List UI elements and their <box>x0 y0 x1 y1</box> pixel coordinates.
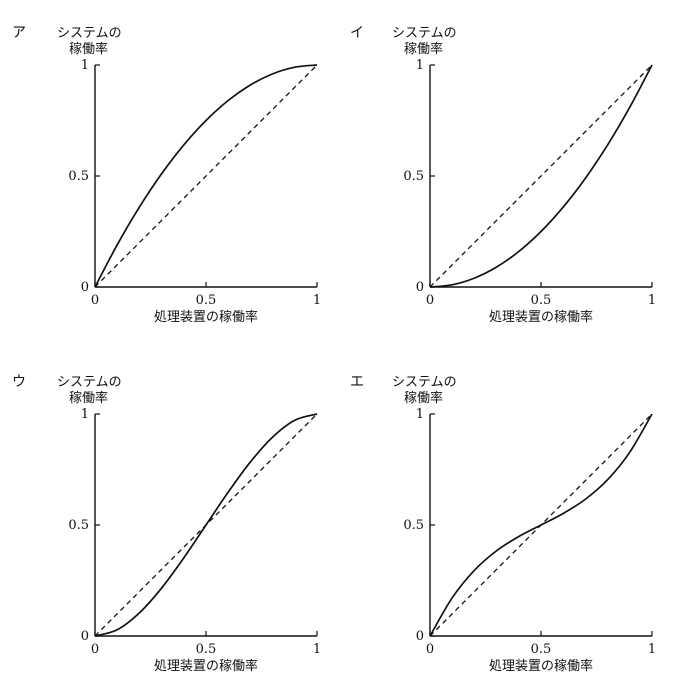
x-axis-label: 処理装置の稼働率 <box>489 309 593 325</box>
x-tick-label: 1 <box>648 293 656 308</box>
x-tick-label: 0 <box>426 293 434 308</box>
y-tick-label: 1 <box>81 58 89 73</box>
y-tick-label: 0.5 <box>68 518 89 533</box>
y-axis-label-line1: システムの <box>392 375 457 390</box>
panel-label: ア <box>12 25 26 41</box>
x-axis-label: 処理装置の稼働率 <box>489 658 593 674</box>
reference-diagonal-line <box>429 64 653 288</box>
y-axis-label-line1: システムの <box>57 26 122 41</box>
y-tick-label: 0.5 <box>68 169 89 184</box>
x-tick-label: 0.5 <box>196 293 217 308</box>
x-tick-label: 1 <box>313 293 321 308</box>
y-tick-label: 1 <box>81 407 89 422</box>
y-tick-label: 0.5 <box>403 169 424 184</box>
x-tick-label: 0.5 <box>531 293 552 308</box>
y-tick-label: 0 <box>81 629 89 644</box>
panel-label: ウ <box>12 374 26 390</box>
y-tick-label: 0.5 <box>403 518 424 533</box>
y-tick-label: 0 <box>416 280 424 295</box>
availability-curve <box>94 64 318 288</box>
y-axis-label-line2: 稼働率 <box>69 390 108 406</box>
y-tick-label: 0 <box>416 629 424 644</box>
y-tick-label: 1 <box>416 407 424 422</box>
reference-diagonal-line <box>429 413 653 637</box>
y-axis-label-line1: システムの <box>57 375 122 390</box>
y-axis-label-line2: 稼働率 <box>404 41 443 57</box>
y-axis-label-line1: システムの <box>392 26 457 41</box>
y-axis-label-line2: 稼働率 <box>69 41 108 57</box>
y-tick-label: 1 <box>416 58 424 73</box>
y-tick-label: 0 <box>81 280 89 295</box>
x-tick-label: 0.5 <box>196 642 217 657</box>
x-tick-label: 1 <box>648 642 656 657</box>
x-axis-label: 処理装置の稼働率 <box>154 309 258 325</box>
reference-diagonal-line <box>94 413 318 637</box>
y-axis-label-line2: 稼働率 <box>404 390 443 406</box>
x-tick-label: 0 <box>91 293 99 308</box>
reference-diagonal-line <box>94 64 318 288</box>
x-tick-label: 0 <box>91 642 99 657</box>
x-axis-label: 処理装置の稼働率 <box>154 658 258 674</box>
availability-curve <box>429 64 653 288</box>
x-tick-label: 0 <box>426 642 434 657</box>
x-tick-label: 0.5 <box>531 642 552 657</box>
x-tick-label: 1 <box>313 642 321 657</box>
panel-label: エ <box>350 374 364 390</box>
panel-label: イ <box>350 25 364 41</box>
